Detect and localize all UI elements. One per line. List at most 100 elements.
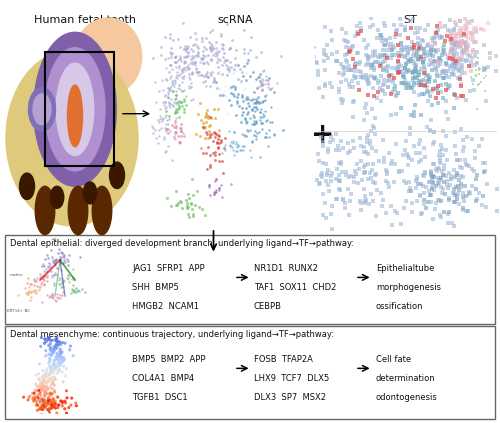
Point (214, 133, 222, 140)
Point (226, 59, 234, 66)
Point (179, 74, 187, 81)
Point (380, 59, 388, 66)
Point (42, 379, 50, 386)
Point (45, 406, 53, 413)
Point (164, 102, 172, 109)
Point (48, 291, 56, 297)
Point (392, 93, 400, 100)
Point (216, 30, 224, 37)
Point (156, 106, 164, 113)
Point (382, 36, 390, 43)
Point (452, 151, 460, 158)
Point (70, 282, 78, 288)
Point (32, 372, 40, 379)
Point (402, 179, 410, 186)
Point (45, 335, 53, 342)
Point (57, 351, 65, 357)
Point (171, 120, 179, 126)
Point (57, 267, 65, 274)
Point (318, 170, 326, 176)
Point (227, 84, 235, 91)
Point (246, 126, 254, 133)
Point (450, 6, 458, 13)
Point (248, 121, 256, 128)
Point (219, 41, 227, 48)
Point (440, 74, 448, 81)
Point (362, 192, 370, 199)
Point (404, 162, 412, 168)
Point (214, 70, 222, 77)
Point (472, 196, 480, 203)
Point (58, 369, 66, 376)
Point (290, 179, 298, 186)
Point (46, 341, 54, 347)
Text: ossification: ossification (376, 302, 424, 310)
Point (374, 89, 382, 96)
Point (46, 355, 54, 362)
Point (204, 135, 212, 142)
Point (372, 94, 380, 101)
Point (32, 278, 40, 285)
Point (394, 69, 402, 76)
Point (48, 368, 56, 374)
Point (426, 192, 434, 198)
Point (152, 135, 160, 141)
Point (404, 10, 411, 17)
Point (462, 161, 470, 168)
Point (209, 138, 217, 145)
Point (170, 77, 178, 84)
Point (256, 109, 264, 115)
Point (252, 104, 260, 111)
Point (458, 44, 466, 50)
Point (458, 165, 466, 171)
Point (229, 137, 237, 144)
Point (455, 67, 463, 74)
Point (445, 82, 453, 88)
Point (314, 151, 322, 158)
Point (258, 87, 266, 93)
Point (446, 175, 454, 182)
Point (404, 49, 412, 56)
Point (194, 68, 202, 75)
Point (451, 143, 459, 149)
Point (348, 173, 356, 180)
Point (162, 121, 170, 127)
Point (252, 98, 260, 105)
Point (198, 144, 205, 151)
Point (188, 69, 196, 76)
Point (344, 45, 352, 52)
Point (219, 91, 227, 98)
Point (206, 181, 214, 188)
Point (453, 30, 461, 37)
Point (414, 40, 422, 47)
Point (430, 64, 438, 71)
Text: odontogenesis: odontogenesis (376, 393, 438, 401)
Text: CEBPB: CEBPB (254, 302, 282, 310)
Point (48, 404, 56, 411)
Point (206, 113, 214, 120)
Point (438, 146, 446, 152)
Point (444, 26, 452, 33)
Point (416, 150, 424, 157)
Point (175, 71, 183, 78)
Point (361, 169, 369, 176)
Point (448, 219, 456, 226)
Point (172, 100, 180, 107)
Point (417, 211, 425, 218)
Point (420, 49, 428, 56)
Point (450, 41, 458, 48)
Point (172, 115, 180, 122)
Point (456, 164, 464, 170)
Point (42, 389, 50, 396)
Point (64, 276, 72, 283)
Point (164, 126, 172, 132)
Point (46, 384, 54, 391)
Point (44, 386, 52, 393)
Point (412, 198, 420, 205)
Point (259, 111, 267, 118)
Point (353, 29, 361, 36)
Point (450, 26, 458, 33)
Point (226, 44, 234, 51)
Point (472, 27, 480, 33)
Point (23, 279, 31, 286)
